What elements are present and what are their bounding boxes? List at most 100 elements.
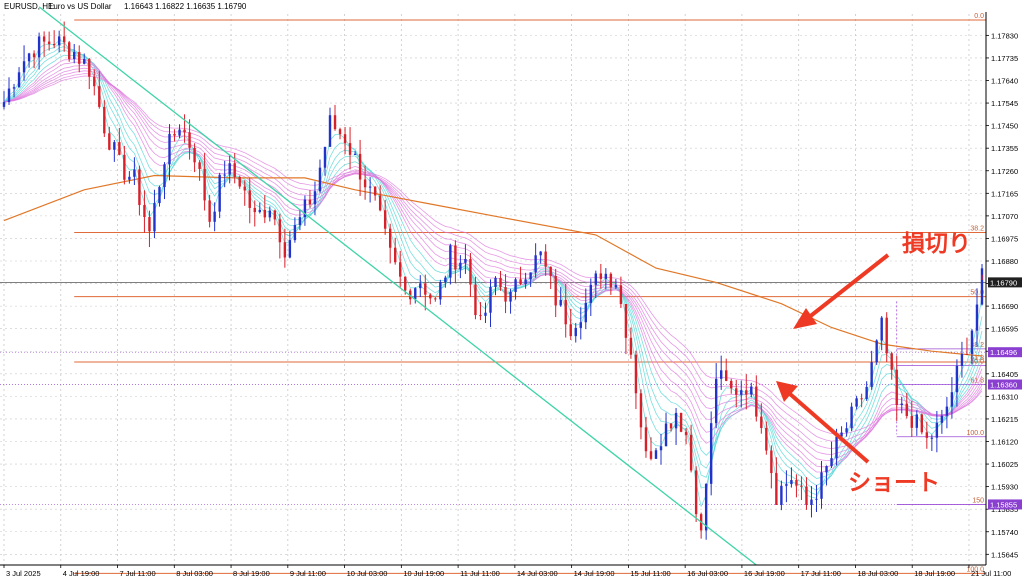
candle-body	[755, 386, 758, 417]
candle-body	[123, 154, 126, 180]
candle-body	[790, 480, 793, 485]
candle-body	[298, 217, 302, 226]
x-tick-label: 3 Jul 2025	[6, 569, 41, 578]
y-tick-label: 1.17260	[991, 167, 1018, 176]
candle-body	[479, 315, 482, 317]
candle-body	[288, 240, 292, 258]
candle-body	[689, 434, 693, 471]
candle-body	[704, 483, 708, 531]
candle-body	[52, 44, 56, 46]
ribbon-ema-line	[3, 54, 983, 479]
candle-body	[639, 393, 643, 428]
candle-body	[559, 299, 562, 306]
candle-body	[810, 499, 813, 505]
candle-body	[163, 164, 166, 188]
candle-body	[17, 72, 21, 88]
candle-body	[113, 142, 116, 150]
price-badge-label: 1.16496	[990, 348, 1017, 357]
candle-body	[950, 392, 954, 407]
candle-body	[414, 288, 417, 300]
candle-body	[830, 458, 833, 467]
chart-description: Euro vs US Dollar	[48, 2, 112, 11]
candle-body	[960, 353, 964, 366]
candle-body	[444, 277, 447, 283]
candle-body	[780, 485, 783, 505]
candle-body	[434, 298, 437, 300]
candle-body	[153, 203, 156, 232]
candle-body	[283, 242, 287, 258]
fibo-main-label: 100.0	[966, 566, 984, 573]
candle-body	[730, 380, 733, 389]
candle-body	[845, 428, 848, 433]
candle-body	[333, 115, 337, 130]
candle-body	[775, 473, 778, 505]
candle-body	[248, 190, 251, 208]
candle-body	[534, 255, 537, 273]
candle-body	[980, 268, 984, 305]
y-tick-label: 1.17165	[991, 189, 1018, 198]
y-tick-label: 1.16690	[991, 302, 1018, 311]
candle-body	[634, 354, 638, 394]
chart-ohlc: 1.16643 1.16822 1.16635 1.16790	[124, 2, 247, 11]
candle-body	[118, 142, 121, 155]
candle-body	[373, 186, 377, 196]
candle-body	[198, 162, 201, 170]
candle-body	[920, 414, 924, 433]
x-tick-label: 11 Jul 11:00	[460, 569, 500, 578]
candle-body	[158, 187, 161, 204]
candle-body	[815, 498, 818, 500]
candle-body	[714, 378, 718, 424]
x-tick-label: 16 Jul 19:00	[744, 569, 785, 578]
candle-body	[720, 370, 723, 379]
candle-body	[494, 277, 497, 287]
candle-body	[178, 129, 181, 136]
candle-body	[584, 302, 587, 323]
candle-body	[855, 398, 858, 407]
candle-body	[228, 163, 231, 175]
candle-body	[62, 36, 66, 43]
candle-body	[218, 174, 221, 212]
candle-body	[915, 414, 918, 428]
x-tick-label: 4 Jul 19:00	[63, 569, 100, 578]
y-tick-label: 1.16215	[991, 415, 1018, 424]
x-tick-label: 18 Jul 03:00	[857, 569, 898, 578]
ribbon-ema-line	[3, 73, 983, 442]
candle-body	[745, 390, 748, 395]
candle-body	[870, 362, 873, 387]
candle-body	[383, 210, 387, 229]
x-tick-label: 18 Jul 19:00	[914, 569, 955, 578]
candle-body	[835, 436, 838, 459]
stop-loss-arrow-shaft	[806, 253, 890, 320]
candle-body	[674, 412, 678, 429]
candle-body	[529, 272, 532, 280]
short-arrow-shaft	[788, 392, 870, 464]
candle-body	[22, 61, 26, 73]
candle-body	[549, 266, 552, 276]
price-badge-label: 1.16790	[990, 278, 1017, 287]
candle-body	[709, 423, 713, 484]
candle-body	[795, 480, 798, 486]
candle-body	[188, 132, 191, 148]
candle-body	[7, 88, 11, 103]
candle-body	[168, 133, 171, 165]
candle-body	[970, 330, 974, 354]
candle-body	[293, 225, 297, 241]
candle-body	[694, 470, 698, 515]
ribbon-ema-line	[3, 75, 983, 435]
candle-body	[394, 247, 397, 263]
candle-body	[544, 251, 547, 267]
candle-body	[895, 369, 898, 406]
candle-body	[910, 416, 913, 428]
candle-body	[574, 327, 577, 337]
candle-body	[474, 284, 477, 316]
candle-body	[353, 153, 357, 155]
fibo-right-label: 100.0	[966, 430, 984, 437]
y-tick-label: 1.17450	[991, 122, 1018, 131]
candle-body	[940, 415, 944, 423]
candle-body	[68, 42, 71, 60]
candle-body	[323, 146, 327, 168]
x-tick-label: 10 Jul 19:00	[403, 569, 444, 578]
candle-body	[609, 273, 613, 288]
candle-body	[243, 186, 246, 191]
